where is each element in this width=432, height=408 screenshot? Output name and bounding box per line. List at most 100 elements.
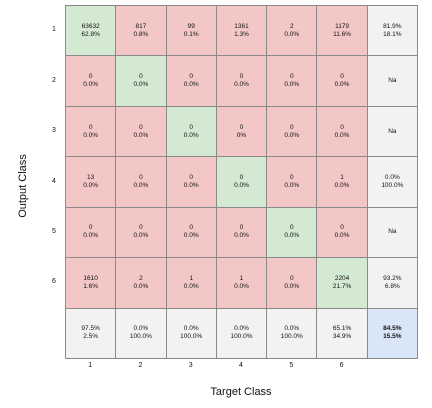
row-summary-cell: 93.2% 6.8% bbox=[366, 257, 418, 309]
misclassified-cell: 0 0.0% bbox=[165, 55, 217, 107]
row-summary-cell: 0.0% 100.0% bbox=[366, 156, 418, 208]
cell-secondary-value: 100.0% bbox=[129, 333, 152, 341]
cell-secondary-value: 0.0% bbox=[133, 81, 149, 89]
column-summary-cell: 0.0% 100.0% bbox=[266, 307, 318, 359]
correct-cell: 0 0.0% bbox=[165, 105, 217, 158]
cell-primary-value: Na bbox=[388, 77, 397, 85]
cell-primary-value: 0 bbox=[88, 224, 93, 232]
cell-primary-value: 93.2% bbox=[383, 274, 402, 282]
cell-primary-value: 1361 bbox=[234, 22, 249, 30]
cell-primary-value: 2 bbox=[289, 22, 294, 30]
cell-secondary-value: 0.0% bbox=[234, 232, 249, 240]
misclassified-cell: 1 0.0% bbox=[165, 257, 217, 309]
misclassified-cell: 0 0.0% bbox=[115, 156, 167, 208]
cell-primary-value: 0 bbox=[139, 123, 143, 131]
cell-primary-value: 1 bbox=[239, 274, 244, 282]
misclassified-cell: 0 0.0% bbox=[165, 156, 217, 208]
misclassified-cell: 0 0.0% bbox=[266, 257, 318, 309]
misclassified-cell: 0 0.0% bbox=[266, 156, 318, 208]
cell-primary-value: 0.0% bbox=[284, 325, 300, 333]
cell-secondary-value: 1.6% bbox=[83, 282, 99, 290]
cell-primary-value: 1 bbox=[340, 173, 344, 181]
y-tick-label: 4 bbox=[52, 177, 56, 185]
cell-primary-value: 0.0% bbox=[133, 325, 149, 333]
misclassified-cell: 0 0.0% bbox=[115, 206, 167, 259]
misclassified-cell: 817 0.8% bbox=[115, 5, 167, 57]
correct-cell: 0 0.0% bbox=[266, 206, 318, 259]
cell-primary-value: 0 bbox=[88, 123, 93, 131]
y-tick-label: 2 bbox=[52, 76, 56, 84]
cell-secondary-value: 0.0% bbox=[83, 81, 99, 89]
cell-secondary-value: 6.8% bbox=[384, 282, 400, 290]
correct-cell: 0 0.0% bbox=[115, 55, 167, 107]
x-tick-label: 2 bbox=[138, 362, 143, 369]
cell-primary-value: 0 bbox=[239, 173, 244, 181]
cell-secondary-value: 0% bbox=[236, 131, 247, 139]
x-tick-label: 3 bbox=[188, 362, 193, 369]
misclassified-cell: 0 0.0% bbox=[266, 55, 318, 107]
misclassified-cell: 0 0.0% bbox=[65, 105, 117, 158]
cell-secondary-value: 100.0% bbox=[280, 333, 303, 341]
cell-secondary-value: 0.0% bbox=[183, 181, 199, 189]
cell-primary-value: 2 bbox=[139, 274, 143, 282]
x-axis-label: Target Class bbox=[210, 386, 272, 398]
cell-primary-value: 0 bbox=[88, 73, 93, 81]
cell-secondary-value: 11.6% bbox=[333, 30, 352, 38]
misclassified-cell: 0 0.0% bbox=[215, 206, 268, 259]
cell-secondary-value: 0.0% bbox=[83, 131, 99, 139]
cell-secondary-value: 15.5% bbox=[383, 333, 402, 341]
cell-secondary-value: 0.0% bbox=[284, 282, 300, 290]
cell-secondary-value: 0.8% bbox=[133, 30, 149, 38]
cell-secondary-value: 34.9% bbox=[332, 333, 352, 341]
cell-primary-value: 0 bbox=[340, 73, 344, 81]
y-tick-label: 5 bbox=[52, 227, 56, 235]
cell-secondary-value: 0.0% bbox=[284, 181, 300, 189]
misclassified-cell: 0 0.0% bbox=[316, 55, 368, 107]
cell-secondary-value: 1.3% bbox=[234, 30, 249, 38]
row-summary-cell: Na bbox=[366, 55, 418, 107]
cell-primary-value: 0 bbox=[289, 224, 294, 232]
misclassified-cell: 0 0.0% bbox=[215, 55, 268, 107]
correct-cell: 63632 62.8% bbox=[65, 5, 117, 57]
cell-secondary-value: 0.0% bbox=[133, 232, 149, 240]
column-summary-cell: 0.0% 100.0% bbox=[165, 307, 217, 359]
misclassified-cell: 0 0.0% bbox=[65, 206, 117, 259]
misclassified-cell: 0 0.0% bbox=[115, 105, 167, 158]
cell-primary-value: 1610 bbox=[83, 274, 98, 282]
cell-primary-value: 0 bbox=[189, 73, 194, 81]
cell-secondary-value: 0.0% bbox=[83, 232, 99, 240]
misclassified-cell: 0 0% bbox=[215, 105, 268, 158]
cell-primary-value: 0 bbox=[189, 173, 194, 181]
row-summary-cell: Na bbox=[366, 206, 418, 259]
misclassified-cell: 1610 1.6% bbox=[65, 257, 117, 309]
cell-primary-value: 817 bbox=[135, 22, 147, 30]
misclassified-cell: 1 0.0% bbox=[215, 257, 268, 309]
x-tick-label: 4 bbox=[239, 362, 243, 369]
cell-primary-value: 13 bbox=[87, 173, 95, 181]
cell-primary-value: 0 bbox=[289, 173, 294, 181]
cell-primary-value: 0 bbox=[289, 274, 294, 282]
misclassified-cell: 99 0.1% bbox=[165, 5, 217, 57]
misclassified-cell: 2 0.0% bbox=[115, 257, 167, 309]
x-tick-label: 6 bbox=[339, 362, 344, 369]
misclassified-cell: 2 0.0% bbox=[266, 5, 318, 57]
cell-secondary-value: 0.0% bbox=[83, 181, 99, 189]
y-axis-label: Output Class bbox=[17, 154, 29, 218]
cell-primary-value: 0 bbox=[139, 73, 143, 81]
x-tick-label: 5 bbox=[289, 362, 294, 369]
cell-primary-value: 0 bbox=[239, 224, 244, 232]
cell-secondary-value: 62.8% bbox=[81, 30, 100, 38]
row-summary-cell: Na bbox=[366, 105, 418, 158]
cell-secondary-value: 100.0% bbox=[381, 181, 404, 189]
cell-primary-value: 0 bbox=[189, 123, 194, 131]
cell-secondary-value: 0.0% bbox=[334, 131, 350, 139]
cell-primary-value: 99 bbox=[187, 22, 195, 30]
cell-secondary-value: 0.0% bbox=[133, 181, 149, 189]
cell-primary-value: 0 bbox=[340, 224, 344, 232]
cell-primary-value: 97.5% bbox=[81, 325, 100, 333]
column-summary-cell: 0.0% 100.0% bbox=[215, 307, 268, 359]
y-tick-label: 6 bbox=[52, 278, 56, 286]
misclassified-cell: 0 0.0% bbox=[165, 206, 217, 259]
cell-primary-value: 65.1% bbox=[332, 325, 352, 333]
cell-secondary-value: 0.0% bbox=[284, 30, 300, 38]
